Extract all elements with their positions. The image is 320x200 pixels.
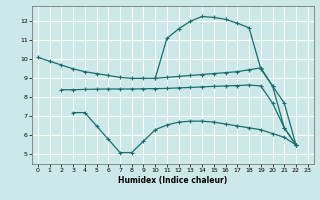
X-axis label: Humidex (Indice chaleur): Humidex (Indice chaleur) bbox=[118, 176, 228, 185]
